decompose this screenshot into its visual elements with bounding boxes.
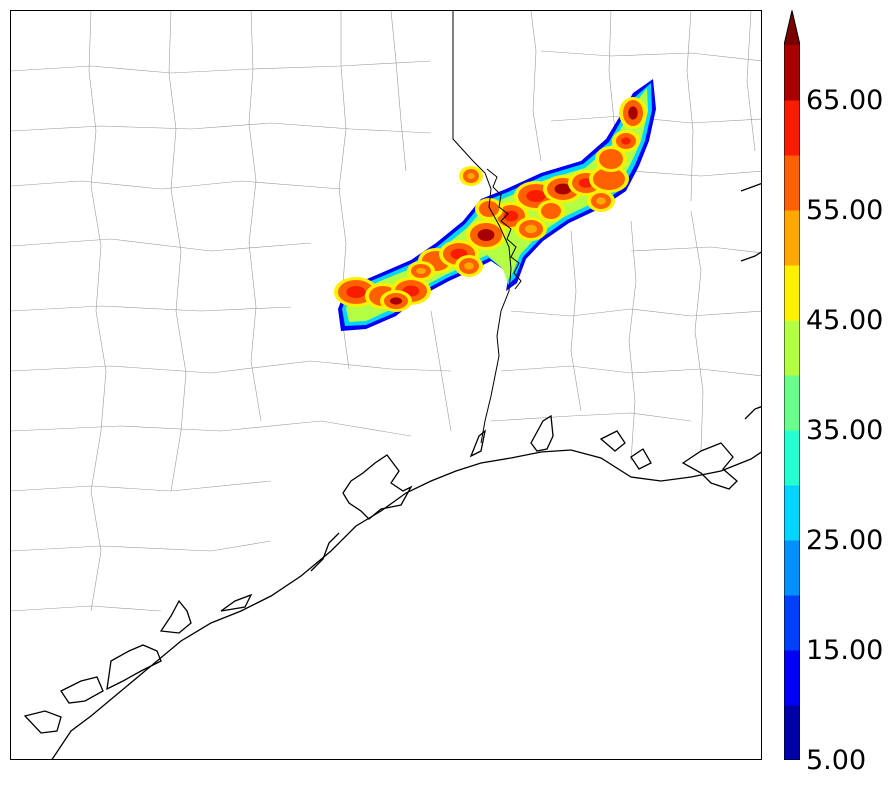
county-line — [248, 11, 262, 422]
county-line — [630, 246, 761, 254]
county-line — [11, 420, 412, 437]
colorbar-band — [784, 45, 800, 101]
county-line — [628, 220, 637, 462]
county-line — [608, 11, 616, 132]
county-line — [11, 540, 272, 552]
county-line — [11, 122, 432, 134]
county-line — [11, 238, 312, 252]
county-line — [570, 230, 582, 412]
colorbar — [784, 10, 800, 760]
precipitation-map — [11, 11, 761, 759]
county-line — [430, 310, 452, 432]
parish-line — [452, 11, 522, 444]
rain-cell-core — [416, 268, 426, 274]
county-line — [690, 210, 704, 452]
colorbar-tick-label: 35.00 — [806, 415, 884, 446]
rain-cell-core — [464, 262, 474, 270]
colorbar-band — [784, 485, 800, 541]
county-line — [686, 11, 694, 202]
rain-cell-core — [628, 106, 638, 120]
colorbar-band — [784, 705, 800, 760]
county-line — [550, 115, 761, 124]
county-line — [88, 11, 107, 612]
rain-cell-core — [605, 154, 617, 164]
county-line — [490, 412, 692, 422]
colorbar-band — [784, 155, 800, 211]
county-line — [168, 11, 187, 492]
rain-cell-core — [467, 173, 475, 179]
colorbar-band — [784, 100, 800, 156]
colorbar-band — [784, 210, 800, 266]
precipitation-field — [334, 79, 656, 331]
rain-cell-core — [546, 207, 556, 215]
rain-cell-core — [526, 190, 546, 202]
colorbar-band — [784, 265, 800, 321]
rain-cell-core — [621, 137, 631, 145]
colorbar-tick-label: 65.00 — [806, 85, 884, 116]
county-line — [630, 170, 761, 177]
rain-cell-core — [600, 173, 618, 185]
colorbar-band — [784, 430, 800, 486]
county-line — [390, 11, 407, 172]
colorbar-band — [784, 650, 800, 706]
county-line — [11, 480, 272, 492]
rain-cell-core — [346, 286, 366, 298]
colorbar-band — [784, 595, 800, 651]
rain-cell-core — [596, 197, 606, 205]
rain-cell-core — [525, 224, 537, 234]
rain-cell-core — [428, 256, 444, 266]
colorbar-tick-label: 25.00 — [806, 525, 884, 556]
colorbar-band — [784, 540, 800, 596]
colorbar-tick-label: 5.00 — [806, 745, 867, 776]
rain-cell-core — [390, 297, 402, 305]
colorbar-band — [784, 375, 800, 431]
colorbar-outline — [784, 10, 800, 760]
county-line — [11, 305, 292, 312]
county-line — [510, 308, 761, 317]
county-line — [11, 605, 162, 612]
colorbar-band — [784, 320, 800, 376]
colorbar-tick-label: 55.00 — [806, 195, 884, 226]
map-panel — [10, 10, 762, 760]
county-line — [746, 11, 756, 152]
county-line — [11, 360, 452, 374]
county-line — [500, 365, 761, 377]
coastline — [23, 183, 761, 759]
county-line — [540, 50, 761, 62]
colorbar-tick-label: 15.00 — [806, 635, 884, 666]
rain-cell-core — [477, 229, 495, 241]
county-line — [11, 180, 342, 190]
county-line — [530, 11, 542, 162]
rain-cell-core — [554, 183, 572, 195]
colorbar-extend-arrow — [784, 10, 800, 45]
county-line — [11, 60, 432, 74]
colorbar-tick-label: 45.00 — [806, 305, 884, 336]
